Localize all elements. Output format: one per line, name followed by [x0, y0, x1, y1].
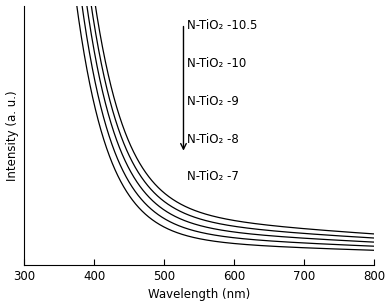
Y-axis label: Intensity (a. u.): Intensity (a. u.): [5, 90, 18, 181]
Text: N-TiO₂ -9: N-TiO₂ -9: [187, 95, 239, 108]
Text: N-TiO₂ -10.5: N-TiO₂ -10.5: [187, 18, 257, 32]
Text: N-TiO₂ -8: N-TiO₂ -8: [187, 133, 239, 146]
Text: N-TiO₂ -7: N-TiO₂ -7: [187, 170, 239, 183]
Text: N-TiO₂ -10: N-TiO₂ -10: [187, 57, 246, 70]
X-axis label: Wavelength (nm): Wavelength (nm): [148, 289, 250, 301]
